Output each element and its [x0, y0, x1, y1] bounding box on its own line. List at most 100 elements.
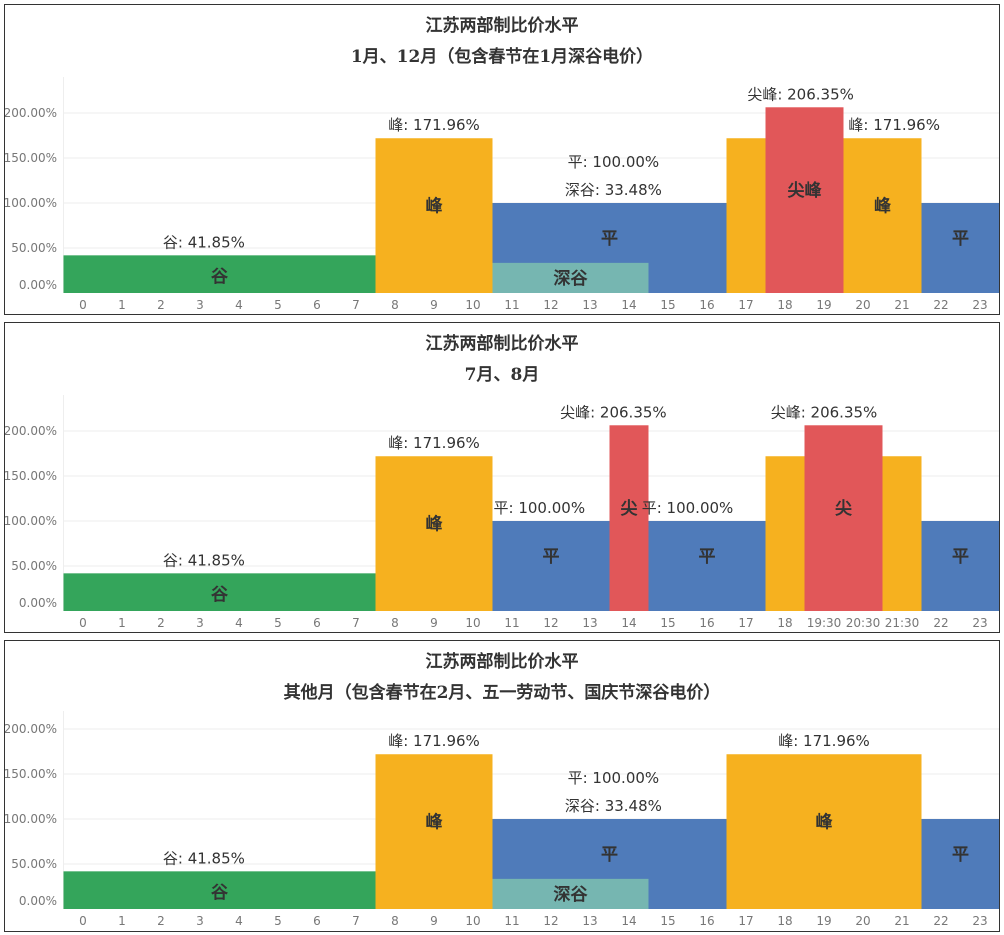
- bar-label: 峰: [426, 514, 444, 535]
- data-label: 尖峰: 206.35%: [560, 403, 667, 421]
- bar-label: 平: [601, 845, 618, 865]
- bar-峰: [375, 138, 493, 293]
- x-tick-label: 14: [621, 298, 636, 312]
- bar-label: 尖: [835, 498, 853, 519]
- x-tick-label: 0: [79, 616, 87, 630]
- data-label: 谷: 41.85%: [163, 849, 245, 867]
- x-tick-label: 2: [157, 616, 165, 630]
- x-tick-label: 9: [430, 616, 438, 630]
- x-tick-label: 17: [738, 914, 753, 928]
- bar-峰: [843, 138, 922, 293]
- x-tick-label: 16: [699, 298, 714, 312]
- x-tick-label: 19: [816, 298, 831, 312]
- x-tick-label: 1: [118, 298, 126, 312]
- x-tick-label: 10: [465, 914, 480, 928]
- chart-title: 江苏两部制比价水平: [426, 333, 579, 354]
- bar-label: 深谷: [554, 268, 589, 289]
- x-tick-label: 22: [933, 298, 948, 312]
- x-tick-label: 9: [430, 298, 438, 312]
- bar-峰: [375, 456, 493, 611]
- y-tick-label: 100.00%: [5, 196, 57, 210]
- x-tick-label: 17: [738, 616, 753, 630]
- x-tick-label: 21: [894, 298, 909, 312]
- y-tick-label: 50.00%: [11, 857, 57, 871]
- x-tick-label: 6: [313, 914, 321, 928]
- x-tick-label: 13: [582, 616, 597, 630]
- data-label: 峰: 171.96%: [778, 732, 870, 750]
- bar-label: 平: [699, 547, 716, 567]
- bar-label: 尖: [621, 498, 639, 519]
- x-tick-label: 5: [274, 616, 282, 630]
- bar-label: 平: [952, 547, 969, 567]
- x-tick-label: 13: [582, 298, 597, 312]
- bar-平: [921, 203, 999, 293]
- y-tick-label: 200.00%: [5, 722, 57, 736]
- bar-平: [648, 521, 766, 611]
- x-tick-label: 1: [118, 616, 126, 630]
- x-tick-label: 22: [933, 914, 948, 928]
- x-tick-label: 2: [157, 914, 165, 928]
- bar-平: [921, 521, 999, 611]
- y-tick-label: 150.00%: [5, 151, 57, 165]
- data-label: 平: 100.00%: [568, 769, 660, 787]
- bar-深谷: [492, 878, 649, 909]
- data-label: 平: 100.00%: [642, 499, 734, 517]
- chart-jan-dec: 江苏两部制比价水平 1月、12月（包含春节在1月深谷电价） 0.00% 50.00% 1…: [5, 15, 999, 312]
- bar-深谷: [492, 262, 649, 293]
- y-tick-label: 0.00%: [19, 278, 57, 292]
- x-tick-label: 12: [543, 616, 558, 630]
- x-tick-label: 15: [660, 616, 675, 630]
- chart-panel-jan-dec: 江苏两部制比价水平 1月、12月（包含春节在1月深谷电价） 0.00% 50.00% 1…: [4, 4, 1000, 315]
- bar-平: [921, 819, 999, 909]
- y-tick-label: 150.00%: [5, 469, 57, 483]
- x-tick-label: 7: [352, 298, 360, 312]
- x-tick-label: 18: [777, 914, 792, 928]
- bar-谷: [63, 871, 376, 909]
- chart-title: 江苏两部制比价水平: [426, 15, 579, 36]
- x-tick-label: 11: [504, 298, 519, 312]
- bar-峰: [726, 754, 922, 909]
- x-tick-label: 9: [430, 914, 438, 928]
- x-tick-label: 4: [235, 298, 243, 312]
- x-tick-label: 0: [79, 298, 87, 312]
- data-label: 谷: 41.85%: [163, 233, 245, 251]
- data-label: 尖峰: 206.35%: [771, 403, 878, 421]
- x-tick-label: 4: [235, 914, 243, 928]
- bar-峰: [726, 138, 766, 293]
- x-tick-label: 11: [504, 914, 519, 928]
- chart-panel-other-months: 江苏两部制比价水平 其他月（包含春节在2月、五一劳动节、国庆节深谷电价） 0.00%…: [4, 640, 1000, 932]
- y-tick-label: 200.00%: [5, 106, 57, 120]
- x-tick-label: 23: [972, 298, 987, 312]
- x-tick-label: 18: [777, 616, 792, 630]
- x-tick-label: 19: [816, 914, 831, 928]
- x-tick-label: 5: [274, 914, 282, 928]
- x-tick-label: 15: [660, 914, 675, 928]
- bar-label: 平: [952, 845, 969, 865]
- x-tick-label: 22: [933, 616, 948, 630]
- bar-label: 深谷: [554, 884, 589, 905]
- x-tick-label: 20: [855, 914, 870, 928]
- bar-label: 平: [543, 547, 560, 567]
- y-tick-label: 100.00%: [5, 514, 57, 528]
- bar-label: 平: [601, 229, 618, 249]
- y-tick-label: 50.00%: [11, 241, 57, 255]
- data-label: 谷: 41.85%: [163, 551, 245, 569]
- x-tick-label: 12: [543, 298, 558, 312]
- x-tick-label: 0: [79, 914, 87, 928]
- x-tick-label: 10: [465, 616, 480, 630]
- x-tick-label: 11: [504, 616, 519, 630]
- bar-label: 峰: [816, 812, 834, 833]
- x-tick-label: 16: [699, 914, 714, 928]
- bar-平: [492, 521, 610, 611]
- x-tick-label: 2: [157, 298, 165, 312]
- bar-label: 尖峰: [788, 180, 823, 201]
- x-tick-label: 8: [391, 914, 399, 928]
- chart-subtitle: 1月、12月（包含春节在1月深谷电价）: [351, 46, 653, 67]
- y-tick-label: 0.00%: [19, 894, 57, 908]
- x-tick-label: 3: [196, 914, 204, 928]
- x-tick-label: 20: [855, 298, 870, 312]
- x-tick-label: 14: [621, 616, 636, 630]
- bar-label: 峰: [874, 196, 892, 217]
- y-tick-label: 100.00%: [5, 812, 57, 826]
